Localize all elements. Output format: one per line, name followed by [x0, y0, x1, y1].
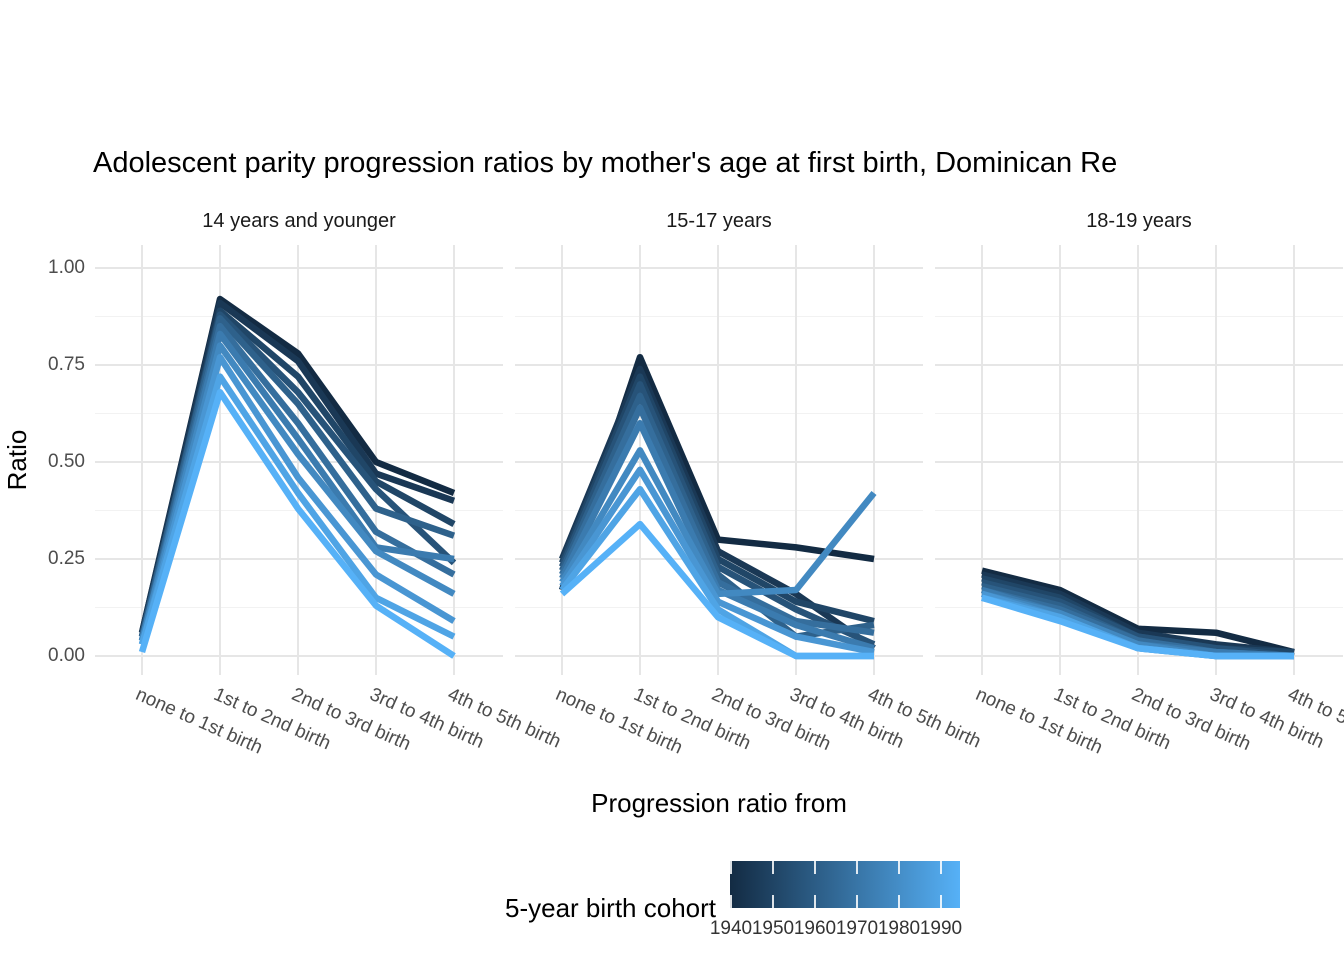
- data-line-cohort-1965: [559, 404, 875, 636]
- legend-title: 5-year birth cohort: [505, 893, 716, 923]
- legend-colorbar: [730, 861, 960, 908]
- y-tick-label: 0.00: [48, 645, 85, 666]
- facet-plot-area: [515, 245, 923, 675]
- facet-plot-area: [935, 245, 1343, 675]
- data-line-cohort-1980: [138, 353, 456, 646]
- data-line-cohort-1990: [559, 520, 874, 660]
- legend-colorbar-tick: [772, 861, 774, 874]
- legend-colorbar-tick: [898, 895, 900, 908]
- facet-strip-label-15-17: 15-17 years: [666, 210, 772, 232]
- data-line-cohort-1990: [138, 388, 456, 659]
- y-tick-label: 0.50: [48, 451, 85, 472]
- legend-tick-label: 1950: [751, 918, 795, 939]
- legend-tick-label: 1990: [919, 918, 963, 939]
- legend-tick-label: 1940: [709, 918, 753, 939]
- legend-colorbar-tick: [856, 861, 858, 874]
- legend-tick-label: 1960: [793, 918, 837, 939]
- facet-strip-label-18-19: 18-19 years: [1086, 210, 1192, 232]
- y-tick-label: 1.00: [48, 257, 85, 278]
- data-line-cohort-1975: [559, 447, 877, 598]
- legend-tick-label: 1970: [835, 918, 879, 939]
- data-line-cohort-1990: [981, 594, 1294, 660]
- y-tick-label: 0.25: [48, 548, 85, 569]
- plot-title: Adolescent parity progression ratios by …: [93, 147, 1118, 179]
- data-line-cohort-1940: [981, 567, 1295, 656]
- facet-plot-area: [95, 245, 503, 675]
- legend-tick-label: 1980: [877, 918, 921, 939]
- data-line-cohort-1980: [559, 466, 875, 656]
- legend-colorbar-tick: [940, 895, 942, 908]
- legend-colorbar-tick: [898, 861, 900, 874]
- legend-colorbar-tick: [730, 895, 732, 908]
- facet-panel-18-19: [935, 245, 1343, 675]
- data-line-cohort-1985: [138, 373, 456, 646]
- legend-colorbar-tick: [730, 861, 732, 874]
- legend-colorbar-tick: [814, 895, 816, 908]
- legend-colorbar-tick: [772, 895, 774, 908]
- facet-strip-label-14-and-younger: 14 years and younger: [202, 210, 396, 232]
- legend-colorbar-tick: [856, 895, 858, 908]
- legend-colorbar-tick: [814, 861, 816, 874]
- x-axis-title: Progression ratio from: [591, 788, 847, 818]
- legend-colorbar-tick: [940, 861, 942, 874]
- facet-panel-14-and-younger: [95, 245, 503, 675]
- facet-panel-15-17: [515, 245, 923, 675]
- y-tick-label: 0.75: [48, 354, 85, 375]
